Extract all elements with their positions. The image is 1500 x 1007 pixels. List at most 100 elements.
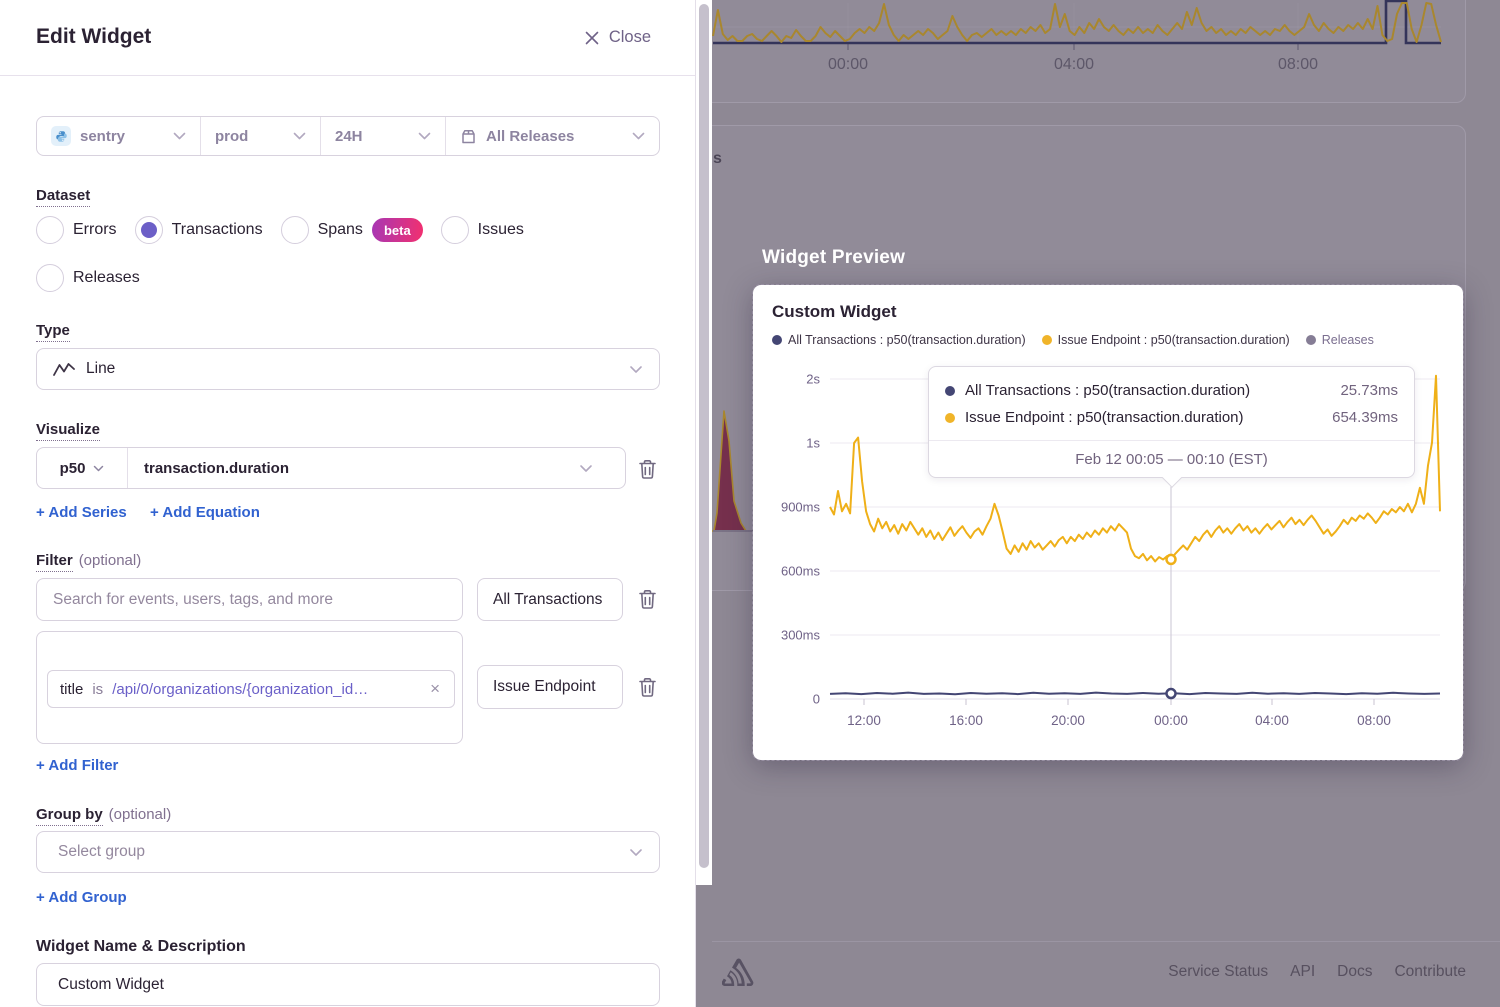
footer: Service Status API Docs Contribute (712, 941, 1500, 1007)
svg-text:300ms: 300ms (781, 628, 821, 643)
widget-name-input[interactable] (36, 963, 660, 1006)
display-type-select[interactable]: Line (36, 348, 660, 390)
chevron-down-icon (580, 464, 592, 472)
tooltip-row: All Transactions : p50(transaction.durat… (945, 377, 1398, 404)
svg-text:08:00: 08:00 (1278, 56, 1318, 73)
token-operator: is (92, 680, 104, 698)
add-filter-link[interactable]: + Add Filter (36, 757, 119, 774)
tooltip-series-dot (945, 385, 955, 396)
aggregate-select[interactable]: p50 (37, 448, 128, 488)
field-select[interactable]: transaction.duration (128, 448, 625, 488)
footer-link-api[interactable]: API (1290, 963, 1316, 980)
beta-badge: beta (371, 218, 423, 242)
field-value: transaction.duration (144, 459, 290, 477)
radio-button (440, 216, 469, 244)
radio-button (36, 216, 64, 244)
radio-button (280, 216, 309, 244)
chevron-down-icon (94, 465, 104, 471)
panel-header: Edit Widget Close (0, 0, 695, 76)
chevron-down-icon (293, 132, 306, 140)
token-key: title (60, 680, 84, 698)
svg-text:04:00: 04:00 (1054, 56, 1094, 73)
tooltip-series-dot (945, 412, 955, 423)
add-equation-link[interactable]: + Add Equation (150, 504, 260, 521)
background-top-chart: 00:00 04:00 08:00 (712, 0, 1442, 73)
delete-series-trash-icon[interactable] (637, 458, 659, 482)
svg-text:00:00: 00:00 (1154, 713, 1188, 728)
chevron-down-icon (632, 132, 645, 140)
panel-scrollbar-thumb[interactable] (699, 4, 709, 868)
add-group-link[interactable]: + Add Group (36, 889, 127, 906)
close-label: Close (608, 28, 651, 46)
filter-search-box[interactable]: title is /api/0/organizations/{organizat… (36, 631, 463, 744)
panel-scrollbar-track[interactable] (696, 0, 712, 885)
filter-token-title[interactable]: title is /api/0/organizations/{organizat… (47, 670, 455, 708)
python-project-icon (51, 126, 71, 146)
filter-alias-input-issue-endpoint[interactable]: Issue Endpoint (477, 665, 623, 709)
footer-link-docs[interactable]: Docs (1337, 963, 1373, 980)
dataset-option-releases[interactable]: Releases (36, 264, 140, 292)
legend-item-all-transactions[interactable]: All Transactions : p50(transaction.durat… (772, 333, 1026, 347)
background-widget-top: 00:00 04:00 08:00 (690, 0, 1466, 103)
preview-card-title: Custom Widget (772, 302, 897, 321)
chart-tooltip: All Transactions : p50(transaction.durat… (928, 366, 1415, 488)
close-button[interactable]: Close (584, 28, 651, 47)
dataset-options-row-2: Releases (36, 264, 140, 292)
dataset-option-issues[interactable]: Issues (440, 216, 524, 244)
legend-dot (1041, 335, 1052, 345)
edit-widget-panel: Edit Widget Close sentry (0, 0, 696, 1007)
legend-label: All Transactions : p50(transaction.durat… (788, 333, 1026, 347)
type-label: Type (36, 322, 70, 342)
group-by-select[interactable]: Select group (36, 831, 660, 873)
delete-filter-trash-icon[interactable] (637, 676, 659, 700)
tooltip-date-range: Feb 12 00:05 — 00:10 (EST) (929, 440, 1414, 477)
add-series-link[interactable]: + Add Series (36, 504, 127, 521)
footer-links: Service Status API Docs Contribute (1168, 963, 1466, 981)
filter-alias-input-all-transactions[interactable]: All Transactions (477, 578, 623, 621)
delete-filter-trash-icon[interactable] (637, 588, 659, 612)
widget-preview-card: Custom Widget All Transactions : p50(tra… (752, 284, 1464, 761)
legend-dot (772, 335, 782, 345)
svg-text:00:00: 00:00 (828, 56, 868, 73)
group-by-label: Group by (optional) (36, 806, 171, 826)
chart-legend: All Transactions : p50(transaction.durat… (772, 333, 1374, 347)
aggregate-value: p50 (59, 459, 86, 477)
svg-text:2s: 2s (806, 372, 820, 387)
legend-item-releases[interactable]: Releases (1305, 333, 1374, 347)
releases-value: All Releases (486, 127, 575, 145)
chevron-down-icon (418, 132, 431, 140)
group-by-placeholder: Select group (58, 843, 146, 860)
releases-selector[interactable]: All Releases (446, 117, 659, 155)
dataset-option-spans[interactable]: Spans beta (280, 216, 423, 244)
close-icon (585, 31, 599, 44)
chevron-down-icon (173, 132, 186, 140)
svg-text:1s: 1s (806, 436, 820, 451)
preview-line-chart: 2s 1s 900ms 600ms 300ms 0 12:00 16:00 20:00 00:00… (781, 372, 1441, 728)
radio-button-selected (134, 216, 163, 244)
token-remove-icon[interactable]: × (430, 679, 440, 698)
project-selector[interactable]: sentry (37, 117, 201, 155)
footer-divider (712, 941, 1500, 942)
display-type-value: Line (86, 360, 116, 377)
token-value: /api/0/organizations/{organization_id… (112, 680, 369, 698)
environment-selector[interactable]: prod (201, 117, 321, 155)
svg-text:600ms: 600ms (781, 564, 821, 579)
filter-search-input[interactable] (36, 578, 463, 621)
svg-text:16:00: 16:00 (949, 713, 983, 728)
panel-title: Edit Widget (36, 25, 152, 48)
tooltip-series-value: 654.39ms (1332, 409, 1398, 426)
time-range-value: 24H (335, 127, 363, 145)
dataset-option-errors[interactable]: Errors (36, 216, 117, 244)
legend-item-issue-endpoint[interactable]: Issue Endpoint : p50(transaction.duratio… (1041, 333, 1290, 347)
footer-link-contribute[interactable]: Contribute (1394, 963, 1466, 980)
releases-box-icon (462, 129, 475, 143)
page-filter-bar: sentry prod 24H Al (36, 116, 660, 156)
legend-label: Releases (1321, 333, 1374, 347)
tooltip-series-label: Issue Endpoint : p50(transaction.duratio… (965, 409, 1244, 426)
footer-link-service-status[interactable]: Service Status (1168, 963, 1269, 980)
background-widget-title-fragment: s (713, 150, 722, 167)
dataset-option-transactions[interactable]: Transactions (134, 216, 263, 244)
svg-text:0: 0 (813, 692, 820, 707)
radio-button (36, 264, 64, 292)
time-range-selector[interactable]: 24H (321, 117, 446, 155)
